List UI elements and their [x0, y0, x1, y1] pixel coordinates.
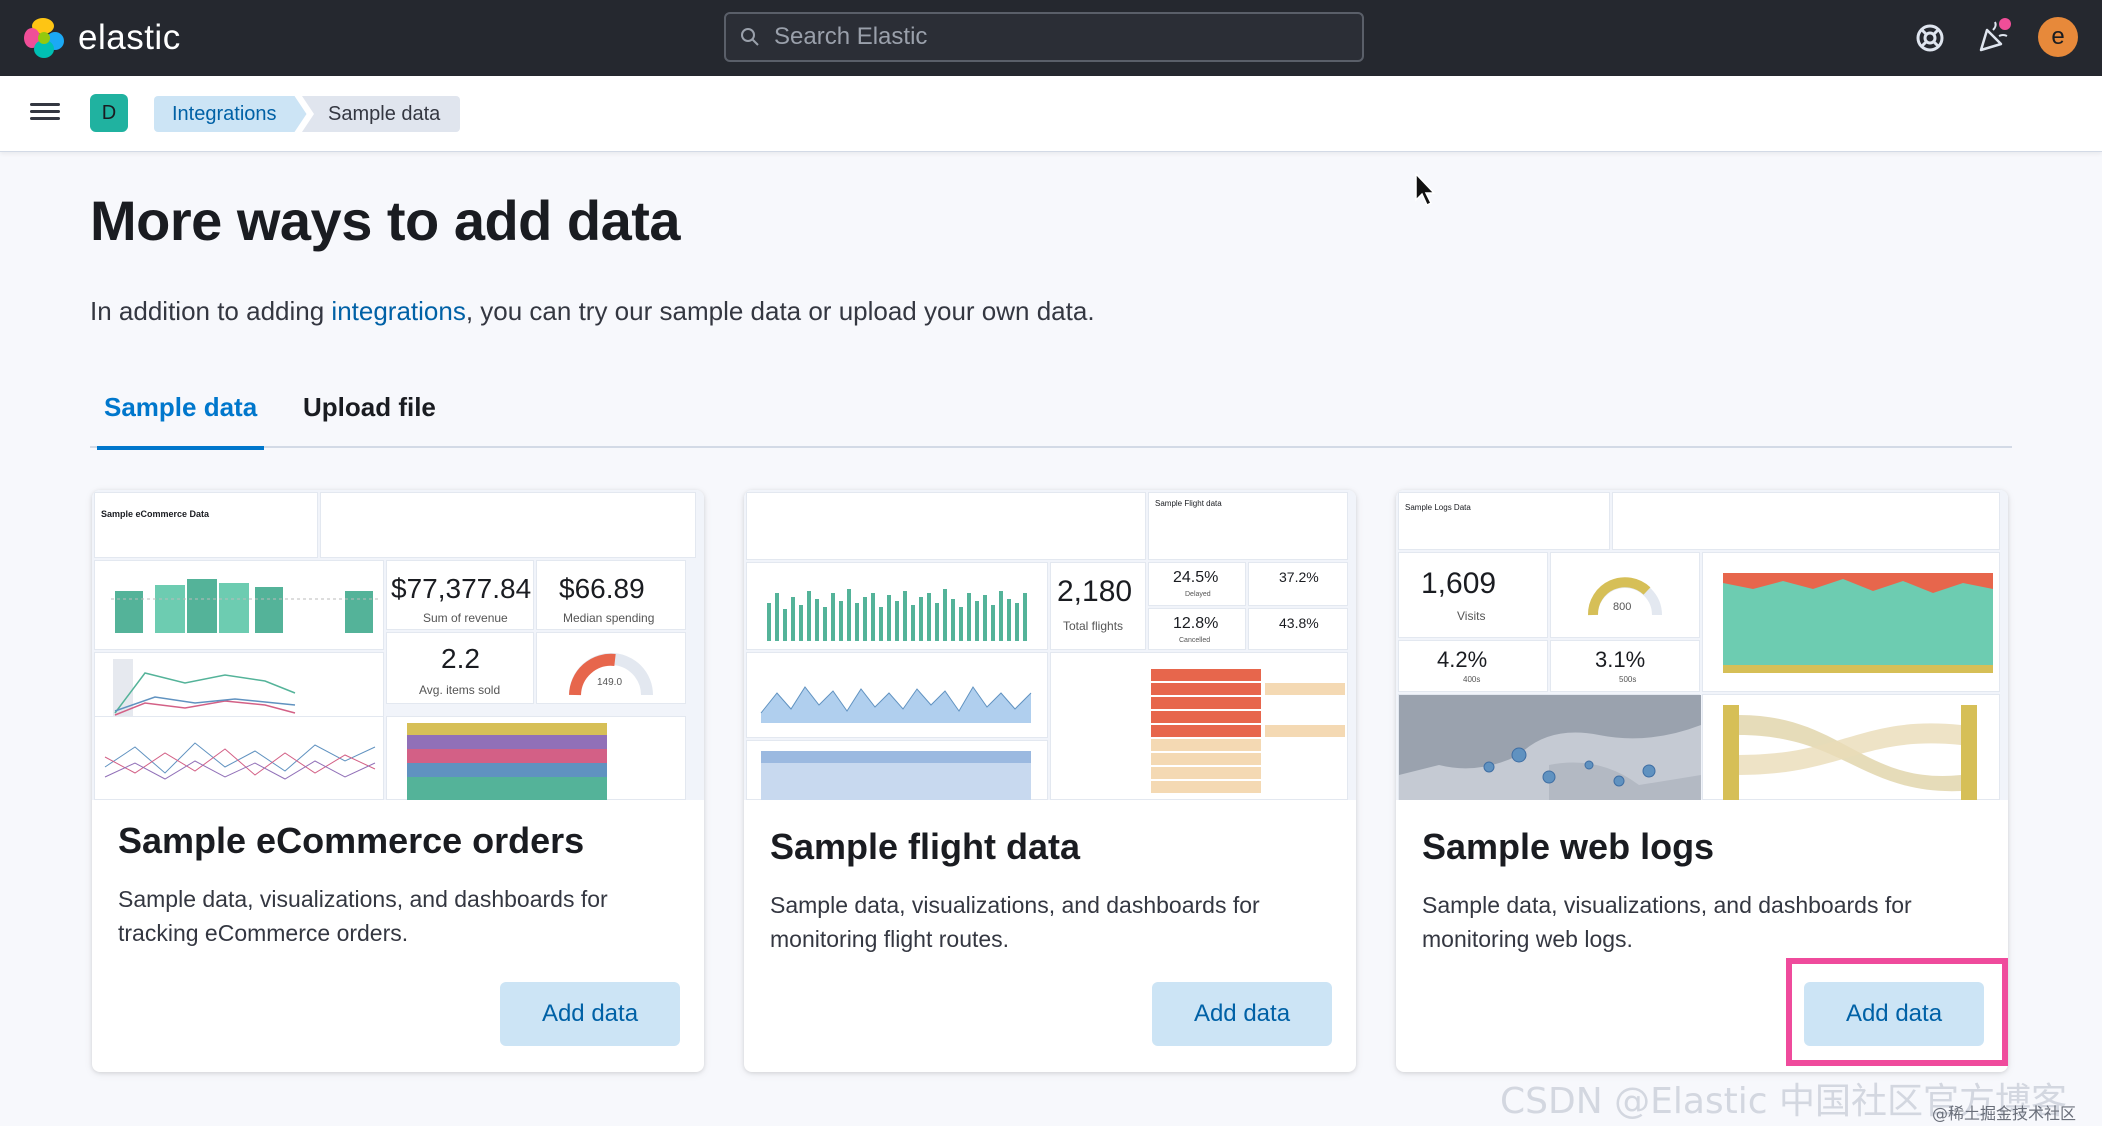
integrations-link[interactable]: integrations — [331, 296, 466, 326]
highlight-annotation — [1786, 958, 2008, 1066]
add-flight-data-button[interactable]: Add data — [1152, 982, 1332, 1046]
search-input[interactable] — [774, 23, 1334, 51]
web-logs-card: Sample Logs Data 1,609 Visits 800 4.2% 4… — [1396, 490, 2008, 1072]
news-feed-icon[interactable] — [1973, 18, 2013, 58]
card-description: Sample data, visualizations, and dashboa… — [118, 886, 608, 946]
elastic-logo-icon — [24, 18, 64, 58]
tabs: Sample data Upload file — [90, 388, 2012, 450]
elastic-logo[interactable]: elastic — [24, 16, 181, 60]
page-title: More ways to add data — [90, 189, 681, 252]
breadcrumb-bar: D Integrations Sample data — [0, 76, 2102, 152]
card-title: Sample flight data — [770, 826, 1081, 867]
card-description: Sample data, visualizations, and dashboa… — [770, 892, 1260, 952]
flight-card: Sample Flight data 2,180 — [744, 490, 1356, 1072]
watermark-small: @稀土掘金技术社区 — [1932, 1104, 2077, 1123]
card-description: Sample data, visualizations, and dashboa… — [1422, 892, 1912, 952]
watermark: CSDN @Elastic 中国社区官方博客 — [1500, 1081, 2068, 1122]
web-logs-dashboard-preview[interactable]: Sample Logs Data 1,609 Visits 800 4.2% 4… — [1396, 490, 2008, 800]
mouse-cursor-icon — [1415, 172, 1436, 207]
breadcrumb-sample-data: Sample data — [302, 96, 461, 132]
global-search[interactable] — [724, 12, 1364, 62]
user-avatar[interactable]: e — [2038, 17, 2078, 57]
flight-dashboard-preview[interactable]: Sample Flight data 2,180 — [744, 490, 1356, 800]
top-header: elastic e — [0, 0, 2102, 76]
tab-sample-data[interactable]: Sample data — [97, 392, 265, 450]
help-icon[interactable] — [1910, 18, 1950, 58]
ecommerce-dashboard-preview[interactable]: Sample eCommerce Data $77,377.84 Sum of … — [92, 490, 704, 800]
add-web-logs-data-button[interactable]: Add data — [1804, 982, 1984, 1046]
add-ecommerce-data-button[interactable]: Add data — [500, 982, 680, 1046]
card-title: Sample web logs — [1422, 826, 1715, 867]
space-avatar[interactable]: D — [90, 94, 128, 132]
tab-upload-file[interactable]: Upload file — [303, 392, 436, 422]
search-icon — [741, 28, 759, 46]
card-title: Sample eCommerce orders — [118, 820, 585, 861]
logo-text: elastic — [78, 18, 181, 57]
breadcrumb-integrations[interactable]: Integrations — [154, 96, 307, 132]
intro-text: In addition to adding integrations, you … — [90, 296, 1095, 326]
menu-toggle-icon[interactable] — [30, 99, 60, 129]
ecommerce-card: Sample eCommerce Data $77,377.84 Sum of … — [92, 490, 704, 1072]
